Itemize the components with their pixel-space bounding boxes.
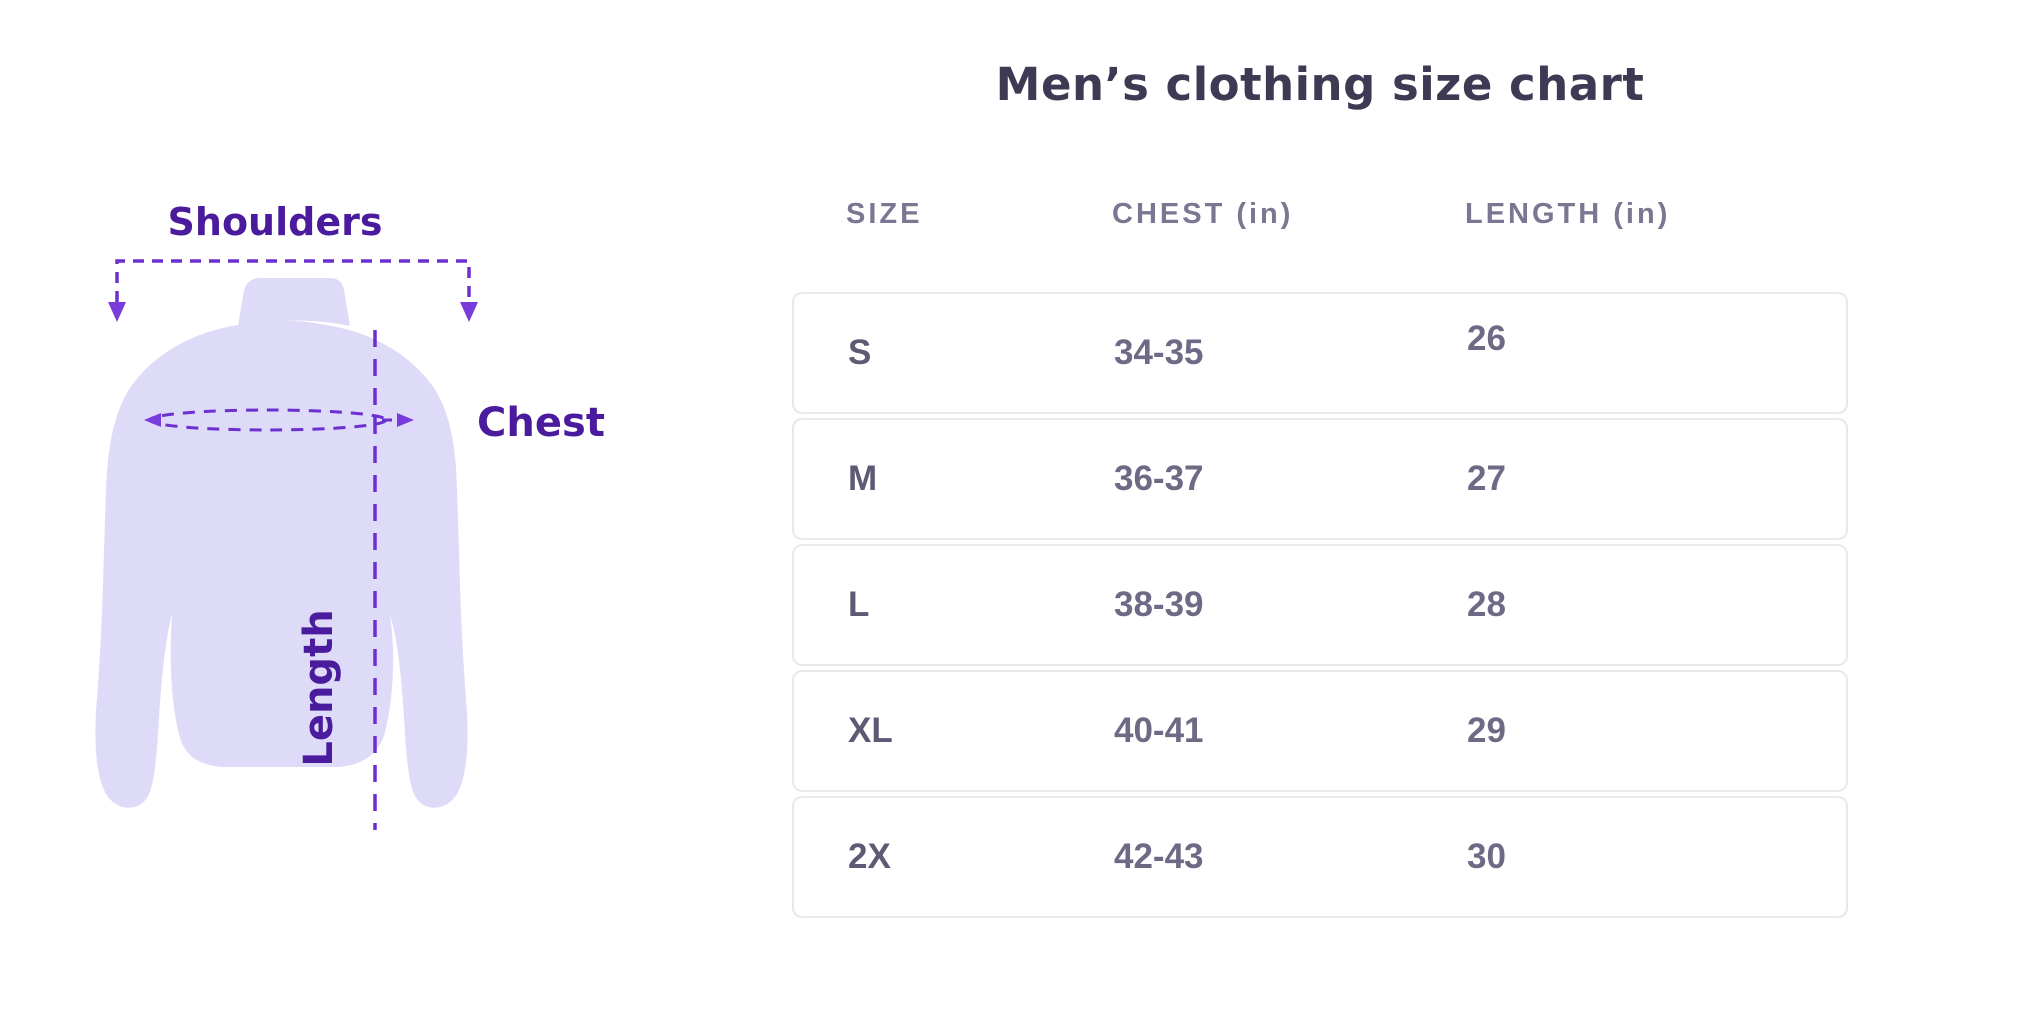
table-row-m: M 36-37 27 xyxy=(792,418,1848,540)
shirt-collar-shape xyxy=(238,278,350,326)
length-label: Length xyxy=(296,609,342,766)
column-header-length: LENGTH (in) xyxy=(1465,198,1671,230)
size-value: L xyxy=(848,585,870,624)
column-header-size: SIZE xyxy=(846,198,923,230)
length-value: 28 xyxy=(1467,585,1506,624)
chest-value: 38-39 xyxy=(1114,585,1204,624)
length-value: 29 xyxy=(1467,711,1506,750)
shoulders-left-arrowhead-icon xyxy=(108,302,126,322)
size-value: XL xyxy=(848,711,893,750)
column-header-chest: CHEST (in) xyxy=(1112,198,1294,230)
size-value: 2X xyxy=(848,837,891,876)
shirt-measurement-diagram: Shoulders Chest Length xyxy=(95,200,605,830)
table-row-2x: 2X 42-43 30 xyxy=(792,796,1848,918)
table-header-row: SIZE CHEST (in) LENGTH (in) xyxy=(792,198,1848,238)
length-value: 26 xyxy=(1467,319,1506,358)
length-value: 30 xyxy=(1467,837,1506,876)
chest-value: 42-43 xyxy=(1114,837,1204,876)
size-table: S 34-35 26 M 36-37 27 L 38-39 28 XL 40-4… xyxy=(792,292,1848,922)
chest-value: 40-41 xyxy=(1114,711,1204,750)
chest-right-arrowhead-icon xyxy=(397,413,414,427)
chest-left-arrowhead-icon xyxy=(144,413,161,427)
shoulders-label: Shoulders xyxy=(168,200,383,244)
length-value: 27 xyxy=(1467,459,1506,498)
shoulders-right-arrowhead-icon xyxy=(460,302,478,322)
shoulders-bracket-dashed-line xyxy=(115,259,471,302)
page-title: Men’s clothing size chart xyxy=(995,58,1645,111)
table-row-s: S 34-35 26 xyxy=(792,292,1848,414)
chest-label: Chest xyxy=(477,400,605,446)
chest-value: 36-37 xyxy=(1114,459,1204,498)
table-row-l: L 38-39 28 xyxy=(792,544,1848,666)
table-row-xl: XL 40-41 29 xyxy=(792,670,1848,792)
size-value: S xyxy=(848,333,872,372)
size-value: M xyxy=(848,459,878,498)
chest-value: 34-35 xyxy=(1114,333,1204,372)
shirt-body-shape xyxy=(95,320,468,808)
